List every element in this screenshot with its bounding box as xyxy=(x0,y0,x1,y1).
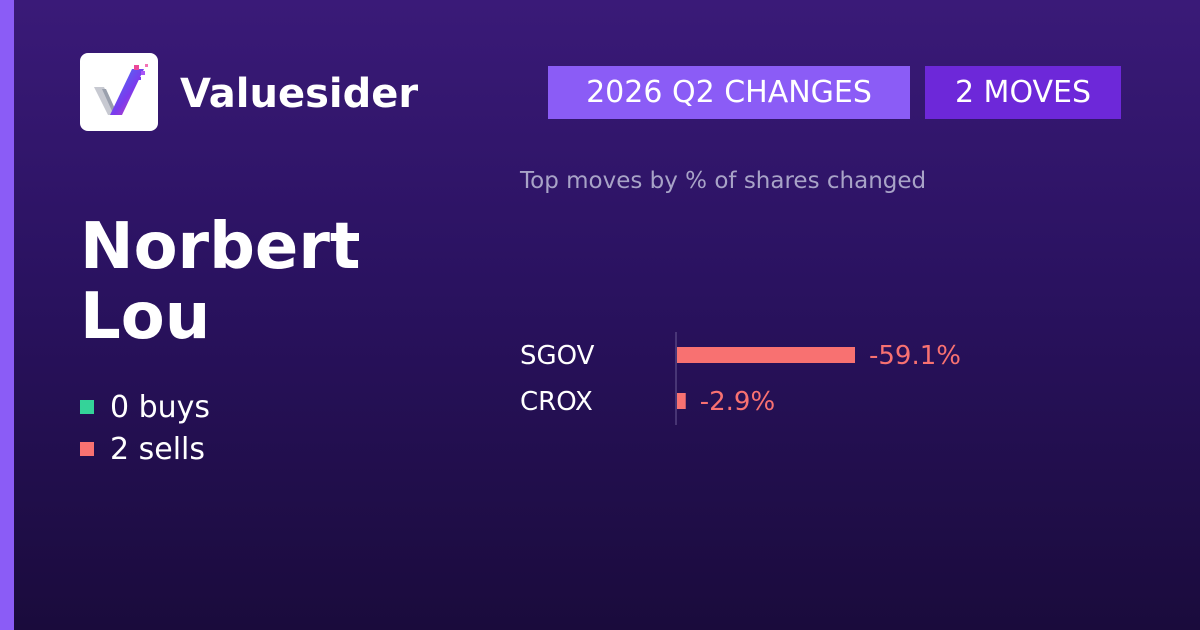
chart-title: Top moves by % of shares changed xyxy=(520,168,927,194)
quarter-badge: 2026 Q2 CHANGES xyxy=(548,66,910,119)
buys-summary: 0 buys xyxy=(80,386,210,428)
bar-crox xyxy=(677,393,686,409)
moves-bar-chart: SGOV -59.1% CROX -2.9% xyxy=(520,332,961,425)
valuesider-logo-icon xyxy=(94,64,148,115)
sell-legend-swatch xyxy=(80,442,94,456)
category-label-crox: CROX xyxy=(520,387,593,417)
moves-badge: 2 MOVES xyxy=(925,66,1121,119)
brand-logo[interactable] xyxy=(80,53,158,131)
buys-count: 0 buys xyxy=(110,389,211,425)
category-label-sgov: SGOV xyxy=(520,341,595,371)
moves-summary: 0 buys 2 sells xyxy=(80,386,210,470)
bar-sgov xyxy=(677,347,855,363)
investor-name: Norbert Lou xyxy=(80,210,361,354)
sells-count: 2 sells xyxy=(110,431,206,467)
brand-name[interactable]: Valuesider xyxy=(180,71,419,117)
value-label-sgov: -59.1% xyxy=(869,341,961,371)
sells-summary: 2 sells xyxy=(80,428,210,470)
buy-legend-swatch xyxy=(80,400,94,414)
value-label-crox: -2.9% xyxy=(700,387,775,417)
accent-bar xyxy=(0,0,14,630)
